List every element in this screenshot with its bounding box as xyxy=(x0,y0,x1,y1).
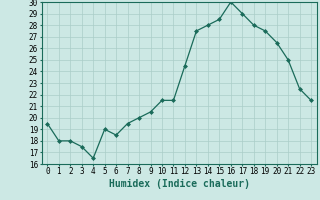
X-axis label: Humidex (Indice chaleur): Humidex (Indice chaleur) xyxy=(109,179,250,189)
